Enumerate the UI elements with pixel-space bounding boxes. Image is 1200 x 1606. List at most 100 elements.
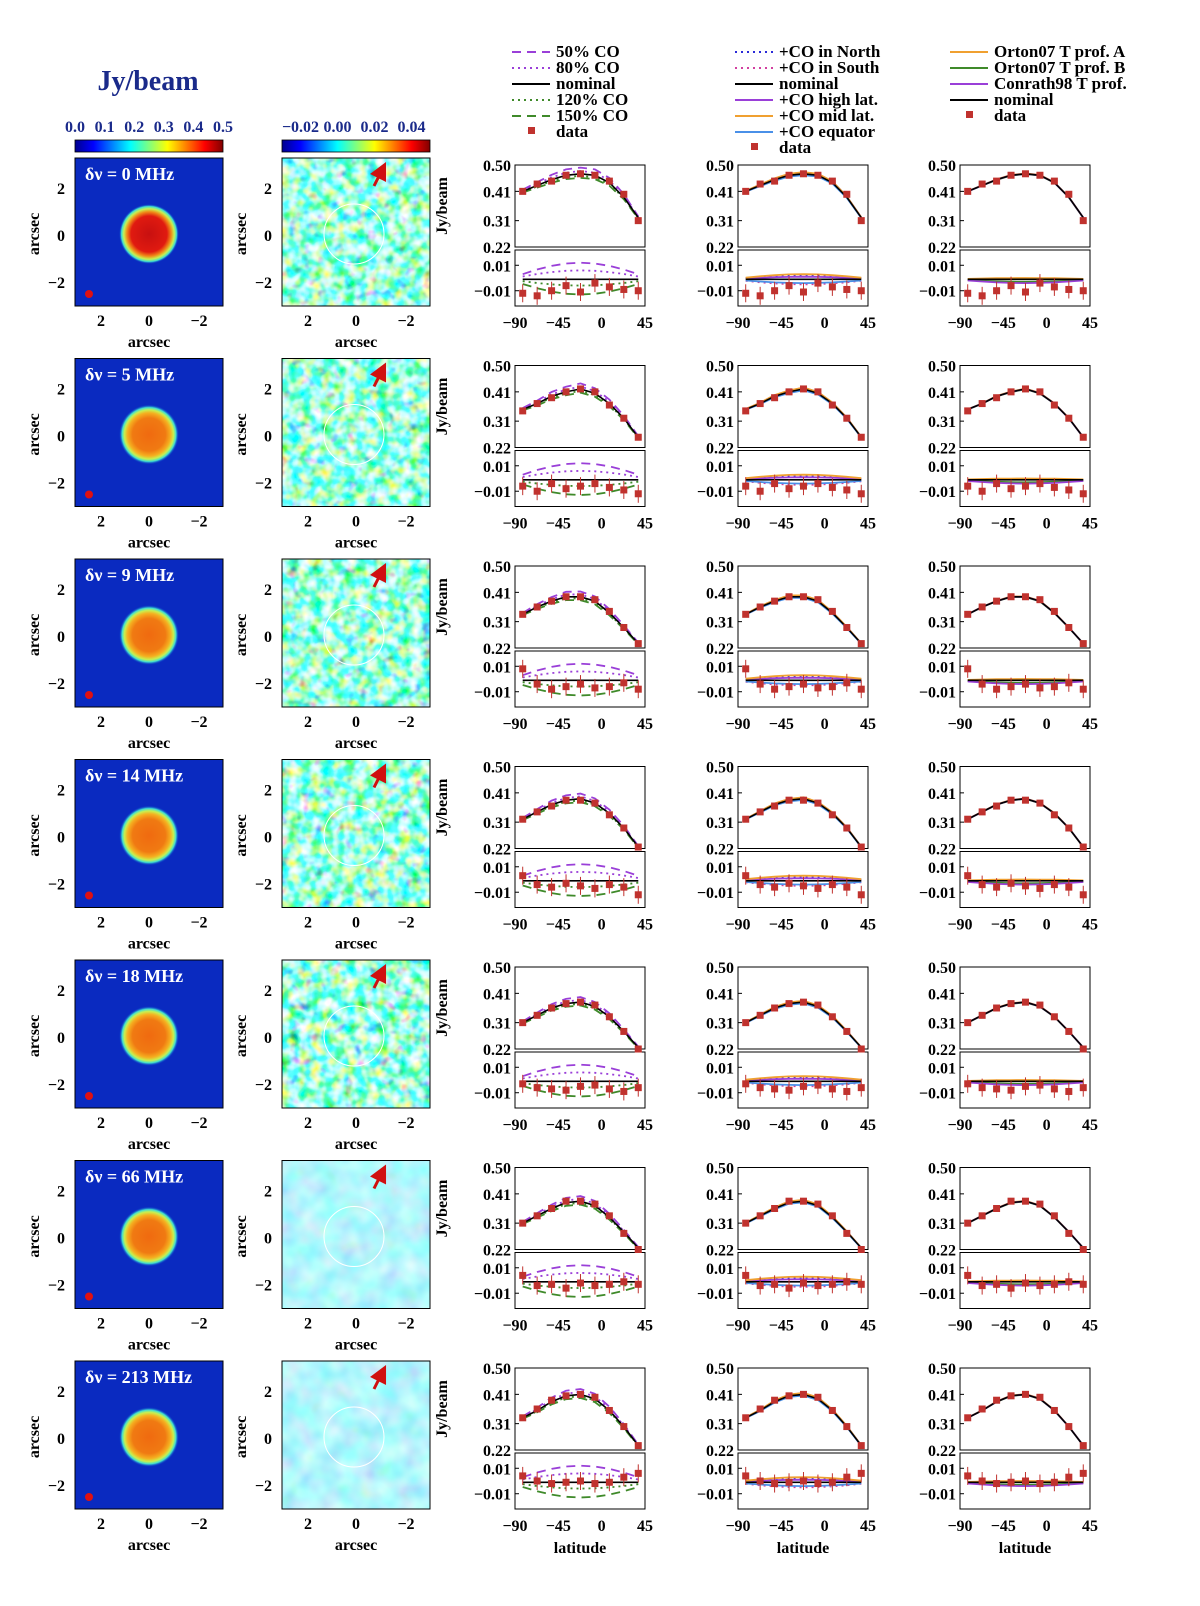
data-residual-point xyxy=(1065,883,1073,891)
data-point xyxy=(634,640,642,648)
residual-map-ytick: 0 xyxy=(264,1231,272,1248)
data-residual-point xyxy=(620,883,628,891)
profile-xtick: 45 xyxy=(860,1318,876,1335)
data-residual-point xyxy=(591,684,599,692)
limb-circle xyxy=(323,1206,385,1267)
profile-top-ytick: 0.41 xyxy=(483,385,511,402)
residual-map-xtick: 0 xyxy=(352,1316,360,1333)
profile-residual-ytick: 0.01 xyxy=(483,1060,511,1077)
data-point xyxy=(1079,640,1087,648)
profile-xtick: 45 xyxy=(637,917,653,934)
profile-residual-ytick: −0.01 xyxy=(919,1086,956,1103)
data-point xyxy=(742,407,750,415)
data-point xyxy=(756,808,764,816)
profile-top-ytick: 0.41 xyxy=(706,786,734,803)
residual-map-xtick: 2 xyxy=(304,1516,312,1533)
data-point xyxy=(562,1000,570,1008)
beam-marker xyxy=(85,691,93,699)
data-point xyxy=(964,187,972,195)
data-residual-point xyxy=(591,480,599,488)
figure-row: δν = 5 MHz arcsec 2 0 −2 2 0 −2 arcsec arcsec 2 0 −2… xyxy=(26,358,1098,552)
data-residual-point xyxy=(605,483,613,491)
profile-top-ytick: 0.41 xyxy=(483,585,511,602)
data-point xyxy=(771,802,779,810)
intensity-map-ytick: 0 xyxy=(57,228,65,245)
profile-residual-ytick: 0.01 xyxy=(706,1261,734,1278)
profile-plot: 0.50 0.41 0.31 0.220.01 −0.01 −90 −45 0 45 xyxy=(697,960,876,1134)
data-point xyxy=(620,824,628,832)
profile-top-ytick: 0.41 xyxy=(483,986,511,1003)
residual-map-frame xyxy=(281,358,431,507)
residual-map-ytick: −2 xyxy=(255,1077,272,1094)
data-point xyxy=(533,400,541,408)
profile-top-ytick: 0.50 xyxy=(706,760,734,777)
profile-xtick: 0 xyxy=(1043,516,1051,533)
data-residual-point xyxy=(978,292,986,300)
model-residual-curve xyxy=(522,870,639,879)
data-residual-point xyxy=(799,1477,807,1485)
intensity-map-ytick: −2 xyxy=(48,1077,65,1094)
intensity-map-xtick: 2 xyxy=(97,1316,105,1333)
intensity-map-xtick: 2 xyxy=(97,714,105,731)
data-residual-point xyxy=(548,287,556,295)
data-point xyxy=(1050,401,1058,409)
profile-xtick: −45 xyxy=(546,716,571,733)
data-point xyxy=(828,1212,836,1220)
profile-xtick: −45 xyxy=(769,716,794,733)
data-point xyxy=(993,802,1001,810)
data-residual-point xyxy=(591,1081,599,1089)
profile-xtick: 0 xyxy=(598,1518,606,1535)
profile-top-ytick: 0.50 xyxy=(928,559,956,576)
data-residual-point xyxy=(1007,1478,1015,1486)
data-residual-point xyxy=(1050,483,1058,491)
residual-map-ylabel: arcsec xyxy=(233,614,250,656)
intensity-map-frame xyxy=(74,759,224,908)
data-point xyxy=(533,1011,541,1019)
profile-residual-ytick: 0.01 xyxy=(928,459,956,476)
data-point xyxy=(756,400,764,408)
data-residual-point xyxy=(814,884,822,892)
profile-top-ytick: 0.31 xyxy=(706,1216,734,1233)
profile-xtick: −90 xyxy=(947,1117,972,1134)
profile-xtick: −90 xyxy=(502,315,527,332)
model-residual-curve xyxy=(522,863,639,877)
data-residual-point xyxy=(1079,1469,1087,1477)
profile-plot: 0.50 0.41 0.31 0.220.01 −0.01 −90 −45 0 45 xyxy=(919,359,1098,533)
data-point xyxy=(742,1414,750,1422)
profile-top-frame xyxy=(959,1167,1091,1250)
profile-top-ytick: 0.31 xyxy=(928,1417,956,1434)
model-residual-curve xyxy=(522,1264,639,1278)
data-residual-point xyxy=(785,282,793,290)
data-point xyxy=(1036,799,1044,807)
profile-top-ytick: 0.22 xyxy=(483,641,511,658)
data-point xyxy=(742,187,750,195)
model-residual-curve xyxy=(522,480,639,488)
data-residual-point xyxy=(771,1085,779,1093)
data-point xyxy=(799,796,807,804)
profile-ylabel: Jy/beam xyxy=(434,778,451,836)
data-point xyxy=(978,400,986,408)
profile-top-ytick: 0.41 xyxy=(706,1187,734,1204)
intensity-map-ytick: 0 xyxy=(57,1431,65,1448)
legend-entry: Conrath98 T prof. xyxy=(950,74,1127,93)
data-residual-point xyxy=(799,1082,807,1090)
intensity-map-xtick: 0 xyxy=(145,1516,153,1533)
model-residual-curve xyxy=(745,275,862,280)
data-point xyxy=(1036,596,1044,604)
beam-marker xyxy=(85,1493,93,1501)
planet-disk xyxy=(119,805,179,866)
north-arrow xyxy=(369,1164,387,1190)
intensity-map-xlabel: arcsec xyxy=(128,334,170,351)
profile-xtick: −45 xyxy=(991,516,1016,533)
intensity-map-ytick: −2 xyxy=(48,1478,65,1495)
colorbar-1-bar xyxy=(74,139,224,153)
legend-entry: data xyxy=(751,138,812,157)
data-point xyxy=(785,171,793,179)
residual-noise xyxy=(282,1160,430,1309)
frequency-offset-label: δν = 9 MHz xyxy=(85,565,174,585)
legend-entry: data xyxy=(528,122,589,141)
data-residual-point xyxy=(533,1477,541,1485)
profile-top-frame xyxy=(514,766,646,849)
legend-label: nominal xyxy=(779,74,839,93)
